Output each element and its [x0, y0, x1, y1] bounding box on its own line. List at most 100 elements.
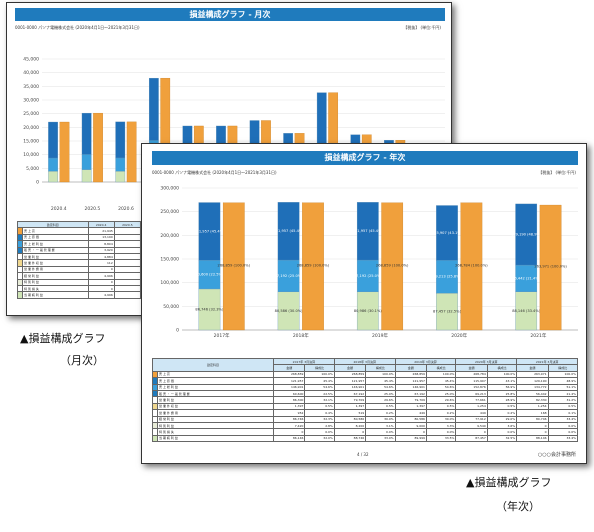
yearly-table-row: 営 業 外 費 用 952 0.4% 519 0.2% 449 0.2% 449 0.2% 168… [152, 409, 579, 417]
row-ratio: 25.0% [365, 389, 396, 398]
yearly-table-row: 特 別 損 失 0 0.0% 0 0.0% 0 0.0% 0 0.0% 0 0.0% [152, 428, 579, 436]
y-bar-data-label: 56,442 (21.4%) [512, 276, 541, 280]
row-ratio: 0.0% [425, 428, 457, 436]
row-ratio: 25.8% [486, 389, 518, 398]
y-x-tick: 2017年 [214, 332, 230, 339]
y-bar-data-label: 121,957 (45.4%) [194, 229, 225, 233]
y-y-tick: 0 [176, 328, 179, 334]
row-ratio: 29.6% [365, 396, 396, 404]
yearly-th-2017: 2017年 3月決算 [273, 357, 335, 366]
row-value-next [113, 252, 142, 261]
yearly-report-sheet[interactable]: 損益構成グラフ - 年次 0001-0000 パソナ電機株式会社 (2020年4… [141, 143, 587, 464]
m-y-tick: 0 [36, 180, 39, 186]
yearly-table-row: 売 上 原 価 121,957 45.4% 121,957 45.4% 121,957 45… [152, 377, 579, 385]
y-bar-sales [539, 204, 562, 331]
row-ratio: 100.0% [486, 370, 518, 379]
row-ratio: 3.6% [486, 421, 518, 430]
y-y-tick: 300,000 [160, 186, 179, 192]
row-ratio: 3.3% [425, 421, 457, 430]
row-ratio: 30.0% [425, 415, 457, 423]
row-ratio: 29.0% [486, 415, 518, 423]
row-ratio: 29.6% [425, 396, 457, 404]
caption-monthly-title: ▲損益構成グラフ [20, 332, 106, 345]
y-bar-data-label: 268,784 (100.0%) [455, 263, 488, 267]
y-y-tick: 100,000 [160, 280, 179, 286]
row-ratio: 21.4% [547, 389, 579, 398]
yearly-title: 損益構成グラフ - 年次 [152, 151, 578, 165]
row-value-next [113, 278, 142, 286]
subheader-ratio: 構成比 [486, 364, 518, 372]
y-bar-sales [460, 202, 483, 331]
y-bar-cost [436, 205, 458, 261]
m-bar-cost [81, 112, 92, 155]
row-color-swatch [17, 265, 23, 274]
m-y-tick: 30,000 [23, 98, 39, 104]
m-y-tick: 5,000 [26, 166, 39, 172]
row-ratio: 100.0% [365, 370, 396, 379]
yearly-table-row: 売 上 総 利 益 146,901 54.6% 146,901 54.6% 146,901… [152, 383, 579, 391]
y-bar-data-label: 67,192 (25.0%) [275, 274, 304, 278]
row-ratio: 33.4% [547, 434, 579, 443]
row-color-swatch [17, 291, 23, 299]
m-bar-sales [59, 121, 70, 183]
monthly-table-row: 当 期 純 利 益 4,996 [17, 291, 142, 299]
y-bar-sales [381, 202, 404, 331]
row-ratio: 31.2% [547, 396, 579, 404]
row-color-swatch [17, 252, 23, 261]
monthly-table-row: 営 業 外 収 益 112 [17, 259, 142, 267]
monthly-units: 【税抜】 (単位:千円) [403, 25, 441, 30]
row-value: 4,996 [87, 291, 115, 299]
row-ratio: 45.4% [304, 377, 335, 385]
row-ratio: 54.6% [304, 383, 335, 391]
monthly-table-row: 経 常 利 益 4,996 [17, 272, 142, 280]
y-y-tick: 250,000 [160, 209, 179, 215]
y-bar-sales [222, 202, 245, 331]
y-bar-data-label: 80,986 (30.1%) [354, 309, 383, 313]
m-y-tick: 25,000 [23, 111, 39, 117]
row-ratio: 32.0% [304, 434, 335, 443]
m-bar-sga [115, 157, 126, 172]
m-bar-profit [48, 171, 58, 183]
subheader-ratio: 構成比 [425, 364, 457, 372]
row-value-next [113, 272, 142, 280]
row-ratio: 33.4% [547, 415, 579, 423]
y-x-tick: 2019年 [372, 332, 388, 339]
row-amount: 88,146 [516, 434, 549, 443]
m-y-tick: 10,000 [23, 152, 39, 158]
row-amount: 89,999 [394, 434, 427, 443]
row-amount: 87,457 [455, 434, 488, 443]
yearly-chart: 300,000 250,000 200,000 150,000 100,000 50,00… [160, 186, 578, 339]
row-ratio: 0.5% [547, 402, 579, 411]
row-ratio: 43.1% [486, 377, 518, 385]
caption-yearly-sub: （年次） [496, 500, 540, 513]
row-amount: 86,146 [273, 434, 306, 443]
row-ratio: 0.0% [304, 428, 335, 436]
yearly-table-header: 勘定科目 2017年 3月決算 2018年 3月決算 2019年 3月決算 20… [151, 357, 578, 372]
y-bar-data-label: 87,457 (32.5%) [433, 310, 462, 314]
row-ratio: 0.2% [486, 409, 518, 417]
yearly-table: 勘定科目 2017年 3月決算 2018年 3月決算 2019年 3月決算 20… [151, 357, 579, 443]
row-ratio: 2.8% [304, 421, 335, 430]
m-x-tick: 2020.4 [51, 206, 67, 212]
yearly-page-number: 4 / 32 [357, 452, 369, 457]
yearly-table-row: 営 業 外 収 益 1,397 0.5% 1,397 0.5% 1,397 0.5% 1,25… [152, 402, 579, 411]
row-ratio: 33.0% [365, 434, 396, 443]
row-ratio: 48.9% [547, 377, 579, 385]
yearly-table-subheader: 金額 構成比 金額 構成比 金額 構成比 金額 構成比 金額 構成比 [153, 364, 579, 372]
row-ratio: 54.6% [365, 383, 396, 391]
m-bar-cost [316, 92, 327, 147]
y-bar-data-label: 80,586 (30.0%) [275, 309, 304, 313]
row-ratio: 51.1% [547, 383, 579, 391]
m-bar-sales [93, 112, 103, 183]
m-x-tick: 2020.5 [85, 206, 101, 212]
m-y-tick: 45,000 [23, 57, 39, 63]
row-color-swatch [17, 278, 23, 286]
yearly-table-row: 販 売 ・ 一 般 管 理 費 60,600 22.5% 67,192 25.0% 67,… [152, 389, 579, 398]
yearly-table-row: 営 業 利 益 86,300 32.1% 79,709 29.6% 79,709 29.6%… [152, 396, 579, 404]
row-ratio: 100.0% [425, 370, 457, 379]
row-ratio: 0.5% [425, 402, 457, 411]
row-ratio: 22.5% [304, 389, 335, 398]
row-label: 当 期 純 利 益 [156, 434, 275, 443]
